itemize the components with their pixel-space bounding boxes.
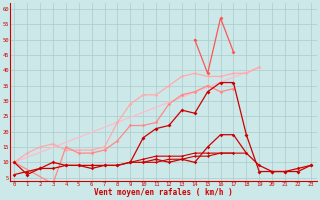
X-axis label: Vent moyen/en rafales ( km/h ): Vent moyen/en rafales ( km/h ) [94,188,233,197]
